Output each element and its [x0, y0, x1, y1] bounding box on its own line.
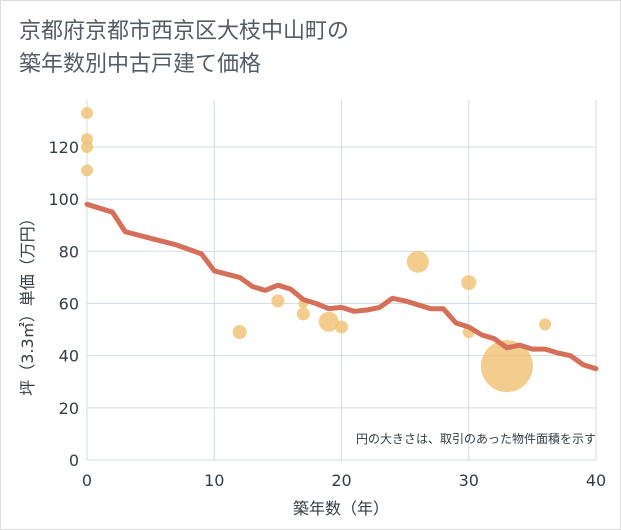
y-tick-label: 120: [48, 138, 79, 157]
chart-title-line-2: 築年数別中古戸建て価格: [19, 52, 262, 77]
x-tick-label: 40: [586, 471, 606, 490]
bubble-point: [232, 325, 247, 340]
x-axis-title: 築年数（年）: [293, 499, 389, 518]
bubble-point: [81, 140, 93, 153]
y-tick-labels: 0 20 40 60 80 100 120: [48, 138, 79, 470]
x-tick-label: 0: [82, 471, 92, 490]
bubble-size-note: 円の大きさは、取引のあった物件面積を示す: [356, 431, 596, 446]
y-tick-label: 0: [69, 451, 79, 470]
y-tick-label: 60: [59, 294, 79, 313]
bubble-point: [461, 275, 477, 291]
bubble-point: [81, 164, 93, 177]
grid-lines: [86, 100, 597, 461]
x-tick-label: 20: [331, 471, 351, 490]
x-tick-label: 30: [459, 471, 479, 490]
y-tick-label: 20: [59, 399, 79, 418]
bubble-point: [296, 307, 310, 321]
bubble-point: [480, 340, 533, 393]
x-tick-label: 10: [204, 471, 224, 490]
price-trend-line: [84, 201, 599, 372]
y-axis-title: 坪（3.3㎡）単価（万円）: [18, 210, 37, 395]
x-tick-labels: 0 10 20 30 40: [82, 471, 606, 490]
bubble-point: [271, 294, 285, 308]
bubble-point: [318, 311, 339, 332]
bubble-point: [335, 320, 348, 334]
chart-title-line-1: 京都府京都市西京区大枝中山町の: [19, 19, 350, 44]
bubble-point: [81, 107, 93, 120]
bubble-point: [539, 318, 552, 331]
y-tick-label: 100: [48, 190, 79, 209]
chart-title: 京都府京都市西京区大枝中山町の 築年数別中古戸建て価格: [19, 15, 349, 81]
y-tick-label: 80: [59, 242, 79, 261]
bubble-series: [81, 107, 552, 393]
bubble-point: [406, 250, 429, 273]
y-tick-label: 40: [59, 347, 79, 366]
